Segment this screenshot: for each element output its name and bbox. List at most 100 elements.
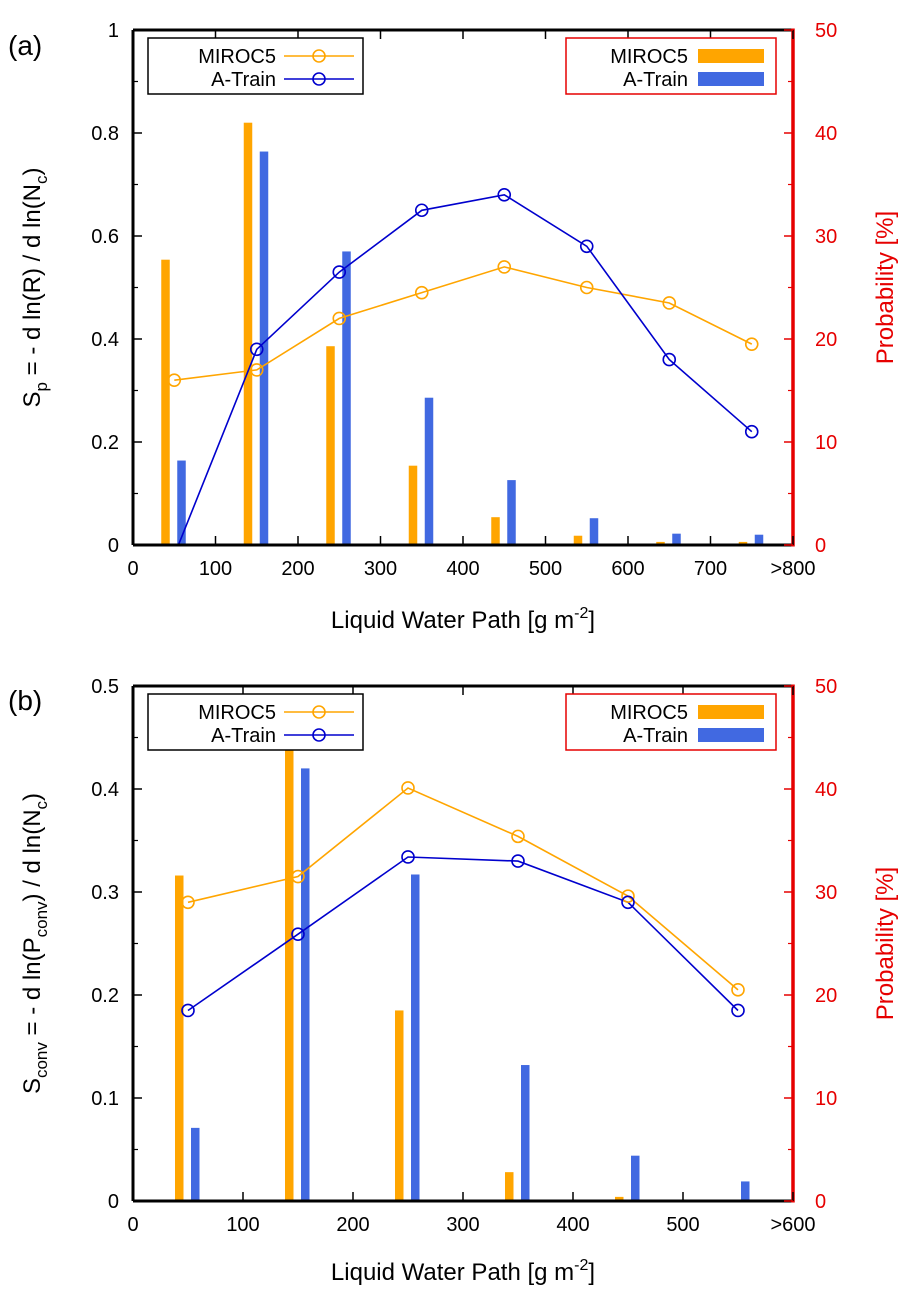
point-atrain bbox=[332, 265, 347, 279]
point-atrain bbox=[291, 927, 305, 942]
y-axis-label-part: = - d ln(R) / d ln(N bbox=[19, 184, 46, 382]
bar-miroc5 bbox=[491, 517, 500, 545]
point-miroc5 bbox=[332, 311, 347, 326]
bar-atrain bbox=[191, 1127, 200, 1201]
bar-atrain bbox=[411, 874, 420, 1201]
bar-miroc5 bbox=[175, 875, 184, 1201]
x-tick-label: 200 bbox=[336, 1214, 369, 1236]
legend-line-label: A-Train bbox=[211, 725, 276, 747]
line-layer bbox=[174, 193, 753, 545]
y-tick-label: 0.2 bbox=[91, 985, 119, 1007]
point-atrain bbox=[621, 895, 635, 910]
y-axis-label-part: ) bbox=[19, 167, 46, 175]
panel-label: (b) bbox=[8, 685, 42, 716]
legend-lines-box bbox=[147, 37, 364, 95]
x-tick-label: 0 bbox=[127, 558, 138, 580]
y2-tick-label: 0 bbox=[815, 535, 826, 557]
point-atrain bbox=[731, 1003, 745, 1018]
y-axis-label-subscript: c bbox=[32, 800, 51, 809]
y-axis-label-part: S bbox=[19, 1078, 46, 1094]
bar-miroc5 bbox=[395, 1010, 404, 1201]
line-atrain bbox=[187, 856, 739, 1012]
y2-tick-label: 40 bbox=[815, 123, 837, 145]
x-axis-label: Liquid Water Path [g m-2] bbox=[331, 1257, 595, 1286]
x-axis-label: Liquid Water Path [g m-2] bbox=[331, 605, 595, 634]
bar-miroc5 bbox=[738, 541, 748, 545]
x-tick-label: 300 bbox=[364, 558, 397, 580]
point-atrain bbox=[744, 424, 759, 439]
y-axis-label-part: ) / d ln(N bbox=[19, 809, 46, 901]
y2-tick-label: 50 bbox=[815, 20, 837, 42]
y-axis-label-part: ) bbox=[19, 793, 46, 801]
x-tick-label: 400 bbox=[556, 1214, 589, 1236]
y-axis-label-subscript: conv bbox=[32, 901, 51, 937]
y2-tick-label: 50 bbox=[815, 676, 837, 698]
bar-miroc5 bbox=[243, 122, 253, 545]
y2-tick-label: 0 bbox=[815, 1191, 826, 1213]
legend-line-marker bbox=[312, 49, 326, 63]
line-layer bbox=[187, 787, 739, 1012]
bar-miroc5 bbox=[285, 717, 294, 1201]
legend-bar-swatch bbox=[698, 72, 764, 86]
bar-atrain bbox=[342, 251, 351, 545]
legend-bar-swatch bbox=[698, 728, 764, 742]
legend-bar-label: MIROC5 bbox=[610, 702, 688, 724]
y-axis-label: Sp = - d ln(R) / d ln(Nc) bbox=[19, 167, 51, 407]
point-atrain bbox=[414, 203, 429, 218]
legend-line-label: MIROC5 bbox=[198, 702, 276, 724]
legend-line-marker bbox=[312, 728, 326, 742]
y-axis-label-subscript: p bbox=[32, 382, 51, 391]
bar-atrain bbox=[507, 480, 516, 545]
y2-tick-label: 10 bbox=[815, 432, 837, 454]
y-axis-label-subscript: c bbox=[32, 175, 51, 184]
bar-atrain bbox=[589, 518, 599, 545]
y2-tick-label: 10 bbox=[815, 1088, 837, 1110]
legend-lines-box bbox=[147, 693, 364, 751]
point-miroc5 bbox=[291, 869, 305, 884]
y2-tick-label: 20 bbox=[815, 985, 837, 1007]
point-miroc5 bbox=[497, 260, 512, 274]
point-miroc5 bbox=[744, 337, 759, 351]
x-tick-label: 600 bbox=[611, 558, 644, 580]
legend-bar-swatch bbox=[698, 705, 764, 719]
point-miroc5 bbox=[621, 889, 635, 903]
line-miroc5 bbox=[174, 266, 753, 381]
legend-bar-label: MIROC5 bbox=[610, 46, 688, 68]
x-tick-label: >800 bbox=[770, 558, 815, 580]
y-axis-label: Sconv = - d ln(Pconv) / d ln(Nc) bbox=[19, 793, 51, 1094]
bar-atrain bbox=[741, 1181, 750, 1201]
y-axis-label-subscript: conv bbox=[32, 1042, 51, 1078]
x-tick-label: 100 bbox=[226, 1214, 259, 1236]
legend-bar-label: A-Train bbox=[623, 725, 688, 747]
y-axis-label-part: S bbox=[19, 392, 46, 408]
panel-label: (a) bbox=[8, 30, 42, 61]
point-miroc5 bbox=[414, 285, 429, 300]
point-atrain bbox=[662, 352, 677, 367]
x-tick-label: 100 bbox=[199, 558, 232, 580]
legend-bar-label: A-Train bbox=[623, 69, 688, 91]
point-miroc5 bbox=[662, 296, 677, 310]
y-tick-label: 0.6 bbox=[91, 226, 119, 248]
bar-atrain bbox=[424, 397, 434, 545]
y2-tick-label: 40 bbox=[815, 779, 837, 801]
x-tick-label: 200 bbox=[281, 558, 314, 580]
x-tick-label: 300 bbox=[446, 1214, 479, 1236]
x-axis-label-main: Liquid Water Path [g m bbox=[331, 607, 574, 634]
y-tick-label: 0.2 bbox=[91, 432, 119, 454]
x-axis-label-tail: ] bbox=[588, 607, 595, 634]
bar-miroc5 bbox=[161, 259, 170, 545]
point-atrain bbox=[579, 239, 594, 254]
point-miroc5 bbox=[731, 983, 745, 997]
x-axis-label-tail: ] bbox=[588, 1259, 595, 1286]
y-tick-label: 0.8 bbox=[91, 123, 119, 145]
chart-panel-b: 0 100 200 300 400 500 >60000.10.20.30.40.50102… bbox=[8, 676, 899, 1286]
bar-atrain bbox=[631, 1155, 640, 1201]
legend-line-label: A-Train bbox=[211, 69, 276, 91]
x-tick-label: 700 bbox=[694, 558, 727, 580]
point-atrain bbox=[401, 850, 415, 864]
x-tick-label: 500 bbox=[529, 558, 562, 580]
x-tick-label: 400 bbox=[446, 558, 479, 580]
bar-miroc5 bbox=[573, 535, 583, 545]
y2-tick-label: 30 bbox=[815, 226, 837, 248]
